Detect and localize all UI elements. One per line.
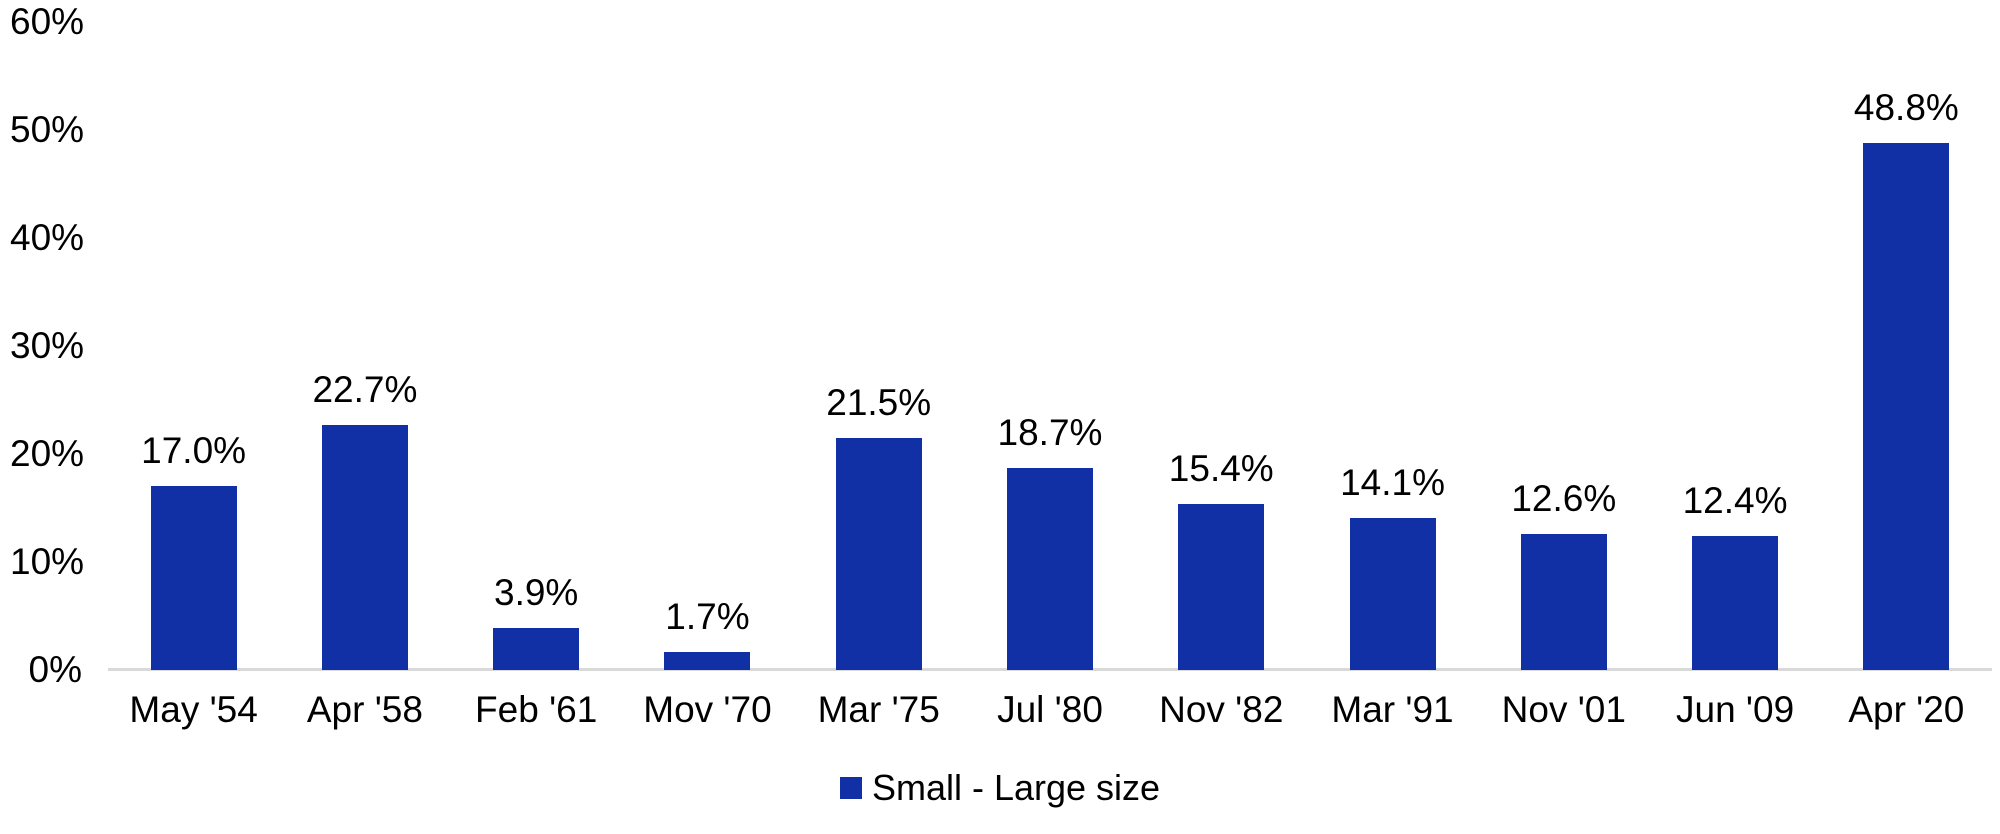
bar-value-label: 21.5%	[826, 381, 932, 423]
bar	[1692, 536, 1779, 670]
bar-value-label: 15.4%	[1168, 447, 1274, 489]
x-axis-label: Mar '75	[817, 689, 940, 730]
bar	[664, 651, 751, 670]
x-axis-label: Nov '01	[1501, 689, 1626, 730]
bar-value-label: 22.7%	[312, 368, 418, 410]
x-axis-label: Mar '91	[1331, 689, 1454, 730]
bar-value-label: 17.0%	[141, 430, 247, 472]
y-axis-label: 20%	[10, 433, 85, 474]
bar	[1178, 503, 1265, 670]
bar-value-label: 48.8%	[1853, 86, 1959, 128]
y-axis-label: 40%	[10, 217, 85, 258]
y-axis-label: 0%	[28, 649, 82, 690]
legend-label: Small - Large size	[871, 767, 1161, 808]
x-axis-label: Apr '58	[306, 689, 423, 730]
x-axis-label: Jul '80	[997, 689, 1103, 730]
bar	[1349, 517, 1436, 670]
bar	[321, 424, 408, 670]
bar	[1007, 468, 1093, 670]
bar-value-label: 3.9%	[494, 571, 579, 613]
bar	[835, 437, 922, 670]
x-axis-label: Apr '20	[1848, 689, 1965, 730]
y-axis-label: 50%	[10, 109, 85, 150]
bar-value-label: 12.4%	[1682, 480, 1788, 522]
y-axis-label: 10%	[10, 541, 85, 582]
bar-value-label: 18.7%	[997, 412, 1103, 454]
x-axis-label: Mov '70	[643, 689, 772, 730]
legend: Small - Large size	[0, 766, 2000, 810]
bar	[1520, 533, 1607, 670]
bar	[1863, 142, 1950, 670]
bar-value-label: 14.1%	[1340, 461, 1445, 503]
y-axis-label: 60%	[10, 1, 85, 42]
y-axis-label: 30%	[10, 325, 85, 366]
bar	[150, 486, 237, 670]
x-axis-label: Feb '61	[475, 689, 598, 730]
bar-value-label: 1.7%	[665, 595, 750, 637]
x-axis-label: Jun '09	[1676, 689, 1795, 730]
bar-value-label: 12.6%	[1511, 477, 1617, 519]
x-axis-label: Nov '82	[1159, 689, 1284, 730]
legend-swatch-icon	[839, 777, 862, 799]
bar	[493, 627, 580, 670]
x-axis-label: May '54	[129, 689, 258, 730]
